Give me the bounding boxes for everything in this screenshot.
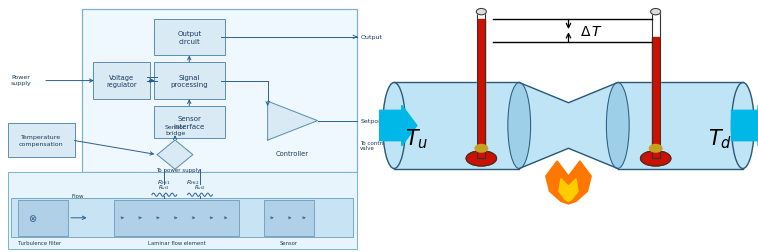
Ellipse shape [475,145,487,152]
Polygon shape [157,141,193,170]
Text: Turbulence filter: Turbulence filter [18,240,61,244]
Text: Output: Output [360,35,382,40]
Text: To power supply: To power supply [156,167,201,172]
FancyBboxPatch shape [154,63,225,99]
FancyArrow shape [379,106,417,146]
FancyBboxPatch shape [83,10,357,172]
Bar [114,200,239,236]
Text: Sensor: Sensor [280,240,298,244]
FancyBboxPatch shape [8,172,357,249]
Bar [478,13,485,159]
Polygon shape [519,83,618,169]
FancyBboxPatch shape [8,123,75,158]
Bar [651,13,659,159]
Text: Power
supply: Power supply [11,74,32,86]
Text: Setpoint: Setpoint [360,119,387,124]
Bar [652,38,659,159]
Text: Sensor
interface: Sensor interface [174,116,205,129]
Ellipse shape [641,151,671,166]
Text: Flow: Flow [72,194,84,199]
Ellipse shape [383,83,406,169]
Ellipse shape [606,83,629,169]
Bar [264,200,314,236]
Text: Laminar flow element: Laminar flow element [148,240,205,244]
Text: $R_{ut2}$: $R_{ut2}$ [194,182,206,191]
Ellipse shape [476,9,487,16]
FancyBboxPatch shape [93,63,150,99]
FancyBboxPatch shape [154,20,225,56]
Text: Output
circuit: Output circuit [177,31,202,44]
Ellipse shape [650,9,661,16]
Text: $R_{ut1}$: $R_{ut1}$ [158,182,171,191]
Polygon shape [546,161,591,204]
Text: Voltage
regulator: Voltage regulator [106,75,137,88]
FancyArrow shape [731,106,758,146]
Bar [651,13,659,159]
Polygon shape [559,179,578,202]
FancyBboxPatch shape [154,107,225,138]
Ellipse shape [508,83,531,169]
Ellipse shape [731,83,754,169]
Text: $T_u$: $T_u$ [406,127,428,150]
Text: $T_d$: $T_d$ [708,127,732,150]
Bar [11,199,353,237]
Text: $R_{Ht1}$: $R_{Ht1}$ [158,177,171,186]
Text: Sensor
bridge: Sensor bridge [164,125,186,136]
Text: Controller: Controller [276,150,309,156]
Bar [478,13,485,159]
Text: To control
valve: To control valve [360,140,387,151]
Ellipse shape [650,145,662,152]
Text: $R_{Ht2}$: $R_{Ht2}$ [186,177,199,186]
Text: ⊗: ⊗ [29,213,36,223]
Text: Signal
processing: Signal processing [171,75,208,88]
Text: $\Delta\,T$: $\Delta\,T$ [580,24,603,39]
Bar [394,83,519,169]
Polygon shape [268,102,318,141]
Bar [18,200,68,236]
Bar [618,83,743,169]
Ellipse shape [466,151,496,166]
Text: Temperature
compensation: Temperature compensation [19,135,64,146]
Bar [478,20,485,159]
